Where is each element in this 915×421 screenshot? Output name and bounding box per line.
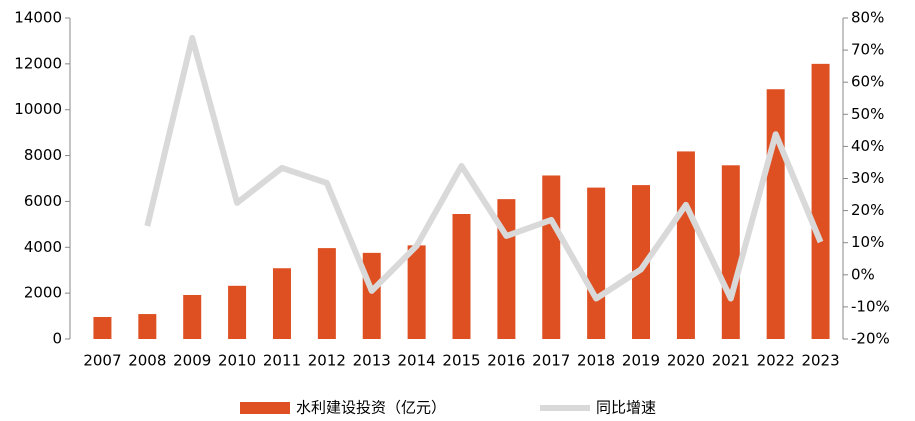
y2-tick-label: 10% [851, 233, 884, 251]
y2-tick-label: -10% [851, 297, 890, 315]
y-tick-label: 12000 [14, 54, 62, 72]
y-tick-label: 8000 [24, 146, 62, 164]
y2-tick-label: 70% [851, 41, 884, 59]
legend-label: 同比增速 [596, 399, 656, 417]
x-tick-label: 2011 [263, 352, 301, 370]
y-tick-label: 4000 [24, 238, 62, 256]
y2-tick-label: 20% [851, 201, 884, 219]
y2-tick-label: 0% [851, 265, 875, 283]
x-tick-label: 2022 [757, 352, 795, 370]
y2-tick-label: 60% [851, 73, 884, 91]
x-tick-label: 2018 [577, 352, 615, 370]
bar [228, 285, 247, 339]
bar [183, 294, 202, 339]
y2-tick-label: 30% [851, 169, 884, 187]
bar [676, 151, 695, 339]
y2-tick-label: 80% [851, 9, 884, 27]
bar [497, 199, 516, 339]
y-tick-label: 2000 [24, 284, 62, 302]
y-tick-label: 14000 [14, 9, 62, 27]
x-tick-label: 2021 [712, 352, 750, 370]
legend-label: 水利建设投资（亿元） [296, 399, 446, 417]
bar [317, 248, 336, 339]
y-tick-label: 10000 [14, 100, 62, 118]
x-tick-label: 2019 [622, 352, 660, 370]
bar [93, 316, 112, 339]
x-tick-label: 2013 [353, 352, 391, 370]
bar [632, 185, 651, 339]
x-tick-label: 2014 [398, 352, 436, 370]
y-tick-label: 0 [52, 330, 62, 348]
bar [587, 187, 606, 339]
x-tick-label: 2016 [487, 352, 525, 370]
bar [811, 63, 830, 339]
bar [272, 268, 291, 339]
bar [362, 252, 381, 339]
bar [138, 314, 157, 339]
x-tick-label: 2020 [667, 352, 705, 370]
y2-tick-label: -20% [851, 330, 890, 348]
x-tick-label: 2017 [532, 352, 570, 370]
y-tick-label: 6000 [24, 192, 62, 210]
x-tick-label: 2008 [128, 352, 166, 370]
y2-tick-label: 50% [851, 105, 884, 123]
bar [721, 165, 740, 339]
x-tick-label: 2010 [218, 352, 256, 370]
bar [766, 89, 785, 339]
x-tick-label: 2015 [442, 352, 480, 370]
bar [407, 245, 426, 339]
line [144, 34, 824, 302]
x-tick-label: 2009 [173, 352, 211, 370]
x-tick-label: 2023 [801, 352, 839, 370]
x-tick-label: 2012 [308, 352, 346, 370]
bar [542, 175, 561, 339]
legend-swatch [240, 402, 290, 414]
y2-tick-label: 40% [851, 137, 884, 155]
bar [452, 213, 471, 339]
x-tick-label: 2007 [83, 352, 121, 370]
